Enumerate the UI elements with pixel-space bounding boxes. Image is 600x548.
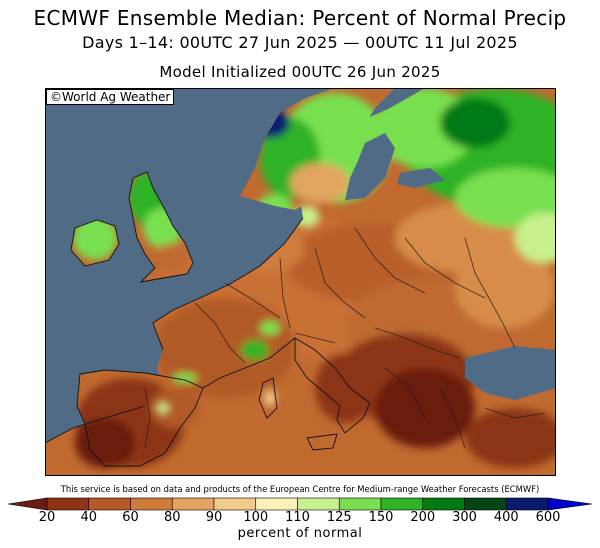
colorbar-tick-label: 40 [80, 510, 98, 525]
colorbar-segment [422, 497, 465, 511]
colorbar-segment [338, 497, 382, 511]
model-init-time: Model Initialized 00UTC 26 Jun 2025 [159, 63, 441, 81]
colorbar-tick-label: 90 [205, 510, 223, 525]
precip-map [45, 88, 556, 476]
colorbar-tick-label: 600 [535, 510, 561, 525]
colorbar-segment [130, 497, 173, 511]
colorbar-label: percent of normal [237, 526, 363, 541]
colorbar-tick-label: 110 [285, 510, 310, 525]
colorbar-tick-label: 80 [163, 510, 181, 525]
colorbar-segment [46, 497, 90, 511]
colorbar-tick-label: 150 [368, 510, 394, 525]
forecast-period: Days 1–14: 00UTC 27 Jun 2025 — 00UTC 11 … [82, 33, 518, 52]
colorbar-segment [171, 497, 215, 511]
colorbar-tick-label: 200 [410, 510, 436, 525]
colorbar-tick-label: 400 [493, 510, 519, 525]
colorbar-tick-label: 125 [326, 510, 352, 525]
colorbar-segment [213, 497, 257, 511]
colorbar-segment [380, 497, 424, 511]
ecmwf-disclaimer: This service is based on data and produc… [60, 484, 540, 494]
colorbar-segment [255, 497, 298, 511]
precip-colorbar [7, 497, 593, 511]
colorbar-segment [297, 497, 340, 511]
colorbar-segment [464, 497, 507, 511]
colorbar-arrow-high [547, 497, 593, 511]
colorbar-tick-label: 100 [243, 510, 269, 525]
colorbar-tick-label: 300 [452, 510, 477, 525]
colorbar-ticks: 20 40 60 80 90 100 110 125 150 200 300 400 600 [0, 510, 600, 528]
colorbar-segment [88, 497, 131, 511]
colorbar-segment [505, 497, 549, 511]
colorbar-tick-label: 60 [122, 510, 139, 525]
colorbar-tick-label: 20 [38, 510, 56, 525]
copyright-label: ©World Ag Weather [46, 89, 175, 105]
chart-title: ECMWF Ensemble Median: Percent of Normal… [33, 6, 567, 30]
colorbar-arrow-low [7, 497, 48, 511]
